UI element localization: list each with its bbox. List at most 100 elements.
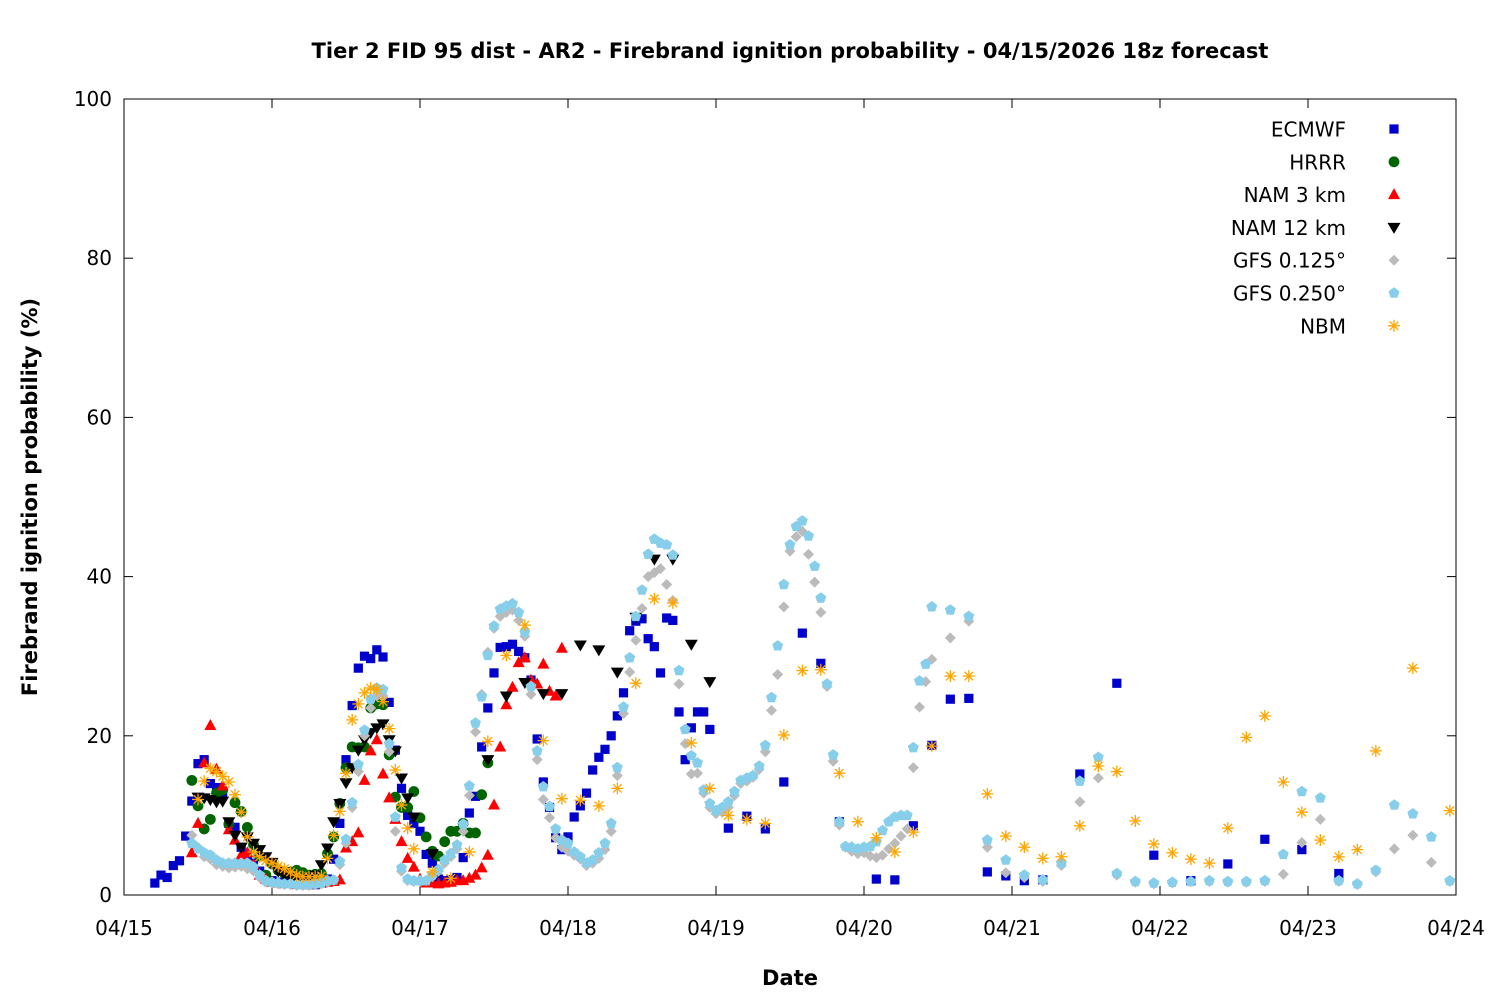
data-point: [925, 740, 938, 753]
data-point: [476, 789, 488, 801]
data-point: [463, 846, 476, 859]
data-point: [383, 722, 396, 735]
data-point: [253, 845, 267, 857]
data-point: [186, 837, 198, 848]
data-point: [920, 658, 932, 669]
data-point: [907, 762, 919, 774]
data-point: [470, 827, 481, 839]
data-point: [247, 846, 260, 859]
data-point: [555, 641, 568, 653]
data-point: [407, 860, 420, 872]
data-point: [507, 639, 518, 649]
data-point: [815, 606, 827, 618]
data-point: [321, 843, 334, 855]
data-point: [458, 852, 468, 863]
data-point: [618, 688, 629, 698]
data-point: [531, 754, 543, 766]
data-point: [674, 707, 684, 717]
data-point: [156, 870, 166, 880]
series-nam-12-km: [191, 554, 717, 886]
data-point: [759, 739, 771, 750]
data-point: [816, 658, 826, 668]
data-point: [537, 657, 550, 669]
data-point: [588, 765, 598, 775]
data-point: [1407, 808, 1419, 819]
data-point: [544, 800, 555, 812]
data-point: [544, 812, 555, 824]
data-point: [327, 829, 340, 842]
data-point: [1314, 792, 1326, 803]
data-point: [531, 745, 543, 756]
data-point: [1148, 877, 1160, 888]
data-point: [809, 560, 821, 571]
data-point: [610, 667, 624, 679]
data-point: [1258, 709, 1271, 722]
data-point: [514, 646, 524, 657]
data-point: [494, 740, 507, 752]
data-point: [457, 818, 469, 829]
data-point: [981, 834, 993, 845]
x-tick-label: 04/24: [1427, 916, 1485, 940]
data-point: [1369, 744, 1382, 757]
data-point: [642, 548, 654, 559]
data-point: [606, 731, 616, 741]
data-point: [346, 713, 359, 726]
data-point: [797, 628, 807, 638]
data-point: [673, 678, 685, 690]
data-point: [1147, 838, 1160, 851]
data-point: [186, 774, 198, 786]
data-point: [766, 691, 777, 703]
data-point: [415, 826, 425, 836]
data-point: [569, 812, 579, 822]
data-point: [234, 842, 248, 854]
data-point: [705, 724, 715, 735]
data-point: [396, 862, 407, 873]
data-point: [470, 791, 481, 801]
data-point: [205, 778, 215, 789]
data-point: [383, 746, 395, 758]
data-point: [821, 678, 833, 689]
data-point: [629, 677, 642, 690]
data-point: [1129, 875, 1141, 887]
data-point: [444, 872, 457, 885]
legend-label: GFS 0.125°: [1233, 249, 1346, 273]
data-point: [321, 852, 334, 865]
series-nbm: [192, 592, 1456, 885]
data-point: [815, 592, 827, 603]
data-points: [150, 515, 1456, 891]
data-point: [481, 755, 495, 767]
data-point: [1075, 769, 1085, 779]
data-point: [624, 666, 636, 678]
data-point: [513, 614, 525, 626]
data-point: [870, 831, 883, 844]
data-point: [327, 817, 341, 829]
data-point: [766, 704, 777, 716]
data-point: [1203, 874, 1215, 886]
data-point: [555, 792, 568, 805]
data-point: [908, 821, 918, 831]
data-point: [618, 701, 629, 712]
data-point: [495, 642, 505, 653]
data-point: [661, 579, 673, 591]
data-point: [625, 626, 635, 636]
data-point: [1277, 775, 1290, 788]
data-point: [907, 741, 919, 753]
data-point: [814, 663, 827, 676]
data-point: [889, 837, 901, 849]
data-point: [335, 818, 345, 828]
y-tick-label: 80: [87, 246, 112, 270]
data-point: [914, 675, 925, 686]
chart-title: Tier 2 FID 95 dist - AR2 - Firebrand ign…: [312, 39, 1269, 63]
data-point: [890, 875, 900, 885]
data-point: [827, 749, 839, 760]
data-point: [833, 767, 846, 780]
data-point: [1223, 859, 1233, 869]
data-point: [685, 736, 698, 749]
data-point: [722, 809, 735, 822]
data-point: [370, 683, 383, 696]
data-point: [1185, 875, 1197, 887]
data-point: [372, 645, 382, 655]
data-point: [1296, 785, 1308, 797]
data-point: [389, 811, 401, 822]
data-point: [537, 780, 549, 792]
